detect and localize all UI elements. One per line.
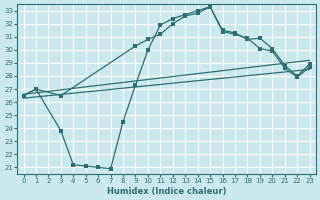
X-axis label: Humidex (Indice chaleur): Humidex (Indice chaleur) [107,187,226,196]
